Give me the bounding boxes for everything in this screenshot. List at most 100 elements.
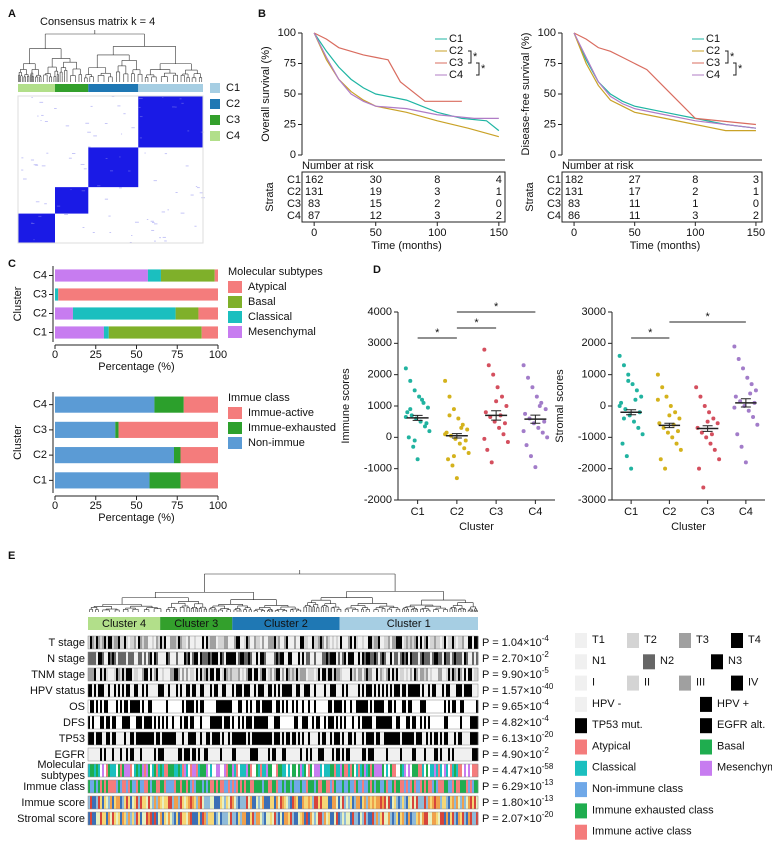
track-cell bbox=[380, 716, 383, 729]
track-cell bbox=[476, 684, 479, 697]
y-axis-label: Disease-free survival (%) bbox=[520, 33, 532, 156]
track-cell bbox=[436, 780, 439, 793]
track-cell bbox=[158, 636, 161, 649]
track-cell bbox=[190, 732, 193, 745]
track-cell bbox=[182, 780, 185, 793]
track-cell bbox=[400, 732, 403, 745]
legend-label: HPV + bbox=[717, 698, 749, 710]
track-cell bbox=[464, 700, 467, 713]
track-cell bbox=[214, 668, 217, 681]
track-cell bbox=[456, 700, 459, 713]
track-cell bbox=[120, 700, 123, 713]
track-cell bbox=[264, 812, 267, 825]
track-cell bbox=[416, 812, 419, 825]
track-cell bbox=[94, 700, 97, 713]
track-cell bbox=[202, 764, 205, 777]
track-cell bbox=[216, 780, 219, 793]
track-cell bbox=[374, 652, 377, 665]
track-cell bbox=[362, 668, 365, 681]
track-cell bbox=[218, 636, 221, 649]
track-cell bbox=[322, 716, 325, 729]
track-cell bbox=[290, 716, 293, 729]
consensus-speckle bbox=[153, 223, 158, 225]
track-cell bbox=[432, 748, 435, 761]
track-cell bbox=[166, 636, 169, 649]
track-cell bbox=[336, 764, 339, 777]
track-cell bbox=[188, 636, 191, 649]
track-cell bbox=[106, 636, 109, 649]
track-cell bbox=[170, 684, 173, 697]
track-cell bbox=[364, 732, 367, 745]
track-cell bbox=[114, 796, 117, 809]
track-cell bbox=[406, 812, 409, 825]
track-cell bbox=[238, 732, 241, 745]
track-cell bbox=[242, 636, 245, 649]
track-cell bbox=[414, 780, 417, 793]
legend-label: III bbox=[696, 677, 705, 689]
track-cell bbox=[388, 668, 391, 681]
track-cell bbox=[180, 780, 183, 793]
track bbox=[88, 668, 479, 681]
track-cell bbox=[124, 652, 127, 665]
track-cell bbox=[222, 764, 225, 777]
track-cell bbox=[140, 684, 143, 697]
track-cell bbox=[310, 764, 313, 777]
track-cell bbox=[390, 796, 393, 809]
track-cell bbox=[240, 812, 243, 825]
track-cell bbox=[416, 732, 419, 745]
track-cell bbox=[104, 796, 107, 809]
track-cell bbox=[254, 764, 257, 777]
track-cell bbox=[224, 700, 227, 713]
track-cell bbox=[150, 636, 153, 649]
track-cell bbox=[386, 652, 389, 665]
track-cell bbox=[284, 636, 287, 649]
track bbox=[88, 812, 479, 825]
track-cell bbox=[454, 700, 457, 713]
track-cell bbox=[466, 668, 469, 681]
track-frame bbox=[87, 795, 479, 810]
track-cell bbox=[212, 764, 215, 777]
track-cell bbox=[292, 812, 295, 825]
track-cell bbox=[296, 764, 299, 777]
track-cell bbox=[186, 780, 189, 793]
track-cell bbox=[242, 652, 245, 665]
row-label: subtypes bbox=[41, 770, 86, 782]
track-cell bbox=[444, 700, 447, 713]
track-cell bbox=[326, 636, 329, 649]
track-cell bbox=[422, 652, 425, 665]
track-cell bbox=[428, 716, 431, 729]
track-cell bbox=[188, 732, 191, 745]
track-cell bbox=[186, 812, 189, 825]
track-cell bbox=[300, 780, 303, 793]
track-cell bbox=[96, 668, 99, 681]
track-cell bbox=[234, 796, 237, 809]
track-cell bbox=[210, 716, 213, 729]
track-cell bbox=[166, 684, 169, 697]
track-cell bbox=[462, 764, 465, 777]
track-cell bbox=[392, 796, 395, 809]
track-cell bbox=[366, 812, 369, 825]
track-cell bbox=[194, 636, 197, 649]
track-cell bbox=[430, 652, 433, 665]
track-cell bbox=[194, 700, 197, 713]
track-cell bbox=[288, 716, 291, 729]
data-point bbox=[619, 400, 624, 405]
track-cell bbox=[196, 668, 199, 681]
track-cell bbox=[92, 684, 95, 697]
error-bar bbox=[530, 414, 541, 424]
data-point bbox=[443, 378, 448, 383]
consensus-speckle bbox=[139, 116, 143, 118]
track-cell bbox=[328, 684, 331, 697]
significance-label: * bbox=[473, 51, 478, 63]
track-cell bbox=[180, 796, 183, 809]
track-cell bbox=[392, 668, 395, 681]
track-cell bbox=[280, 812, 283, 825]
track-cell bbox=[436, 764, 439, 777]
data-point bbox=[634, 388, 639, 393]
track-cell bbox=[402, 700, 405, 713]
track-cell bbox=[198, 732, 201, 745]
track-cell bbox=[362, 812, 365, 825]
track-cell bbox=[256, 716, 259, 729]
consensus-speckle bbox=[120, 133, 123, 135]
track-cell bbox=[120, 764, 123, 777]
